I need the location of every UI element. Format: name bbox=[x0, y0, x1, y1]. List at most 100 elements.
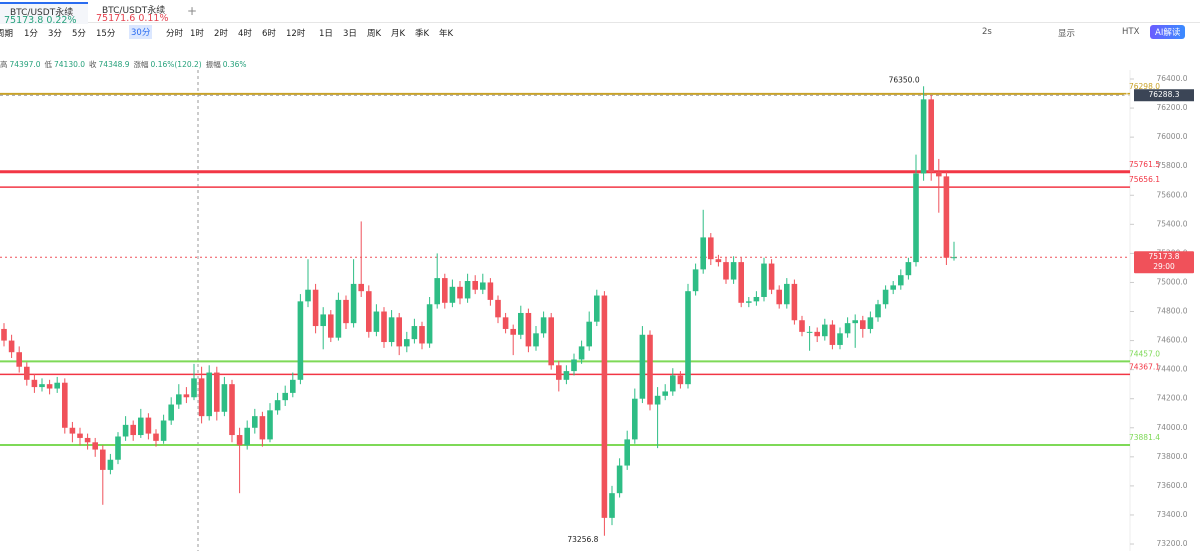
candle-body bbox=[404, 339, 410, 347]
candle-body bbox=[31, 379, 38, 388]
candle-body bbox=[860, 320, 866, 329]
candle-body bbox=[837, 333, 843, 345]
interval[interactable]: 分时 bbox=[166, 29, 184, 39]
high-note: 76350.0 bbox=[889, 75, 920, 84]
y-tick-label: 74200.0 bbox=[1156, 394, 1187, 403]
toolbar: 周期 1分 3分 5分 15分 30分 分时 1时 2时 4时 6时 12时 1日 3日 周K 月K 季K 年K 2… bbox=[0, 22, 1200, 42]
candle-body bbox=[160, 420, 167, 441]
candle-body bbox=[176, 394, 182, 405]
y-tick-label: 75400.0 bbox=[1156, 219, 1187, 228]
candle-body bbox=[252, 416, 258, 428]
info-value: 74348.9 bbox=[98, 60, 130, 69]
candle-body bbox=[510, 328, 516, 335]
info-label: 振幅 bbox=[205, 60, 221, 69]
candle-body bbox=[913, 173, 919, 263]
candle-body bbox=[761, 263, 767, 297]
interval[interactable]: 4时 bbox=[238, 29, 252, 39]
interval[interactable]: 年K bbox=[439, 29, 454, 39]
candle-body bbox=[700, 237, 706, 270]
tab[interactable]: BTC/USDT永续 75173.8 0.22% bbox=[0, 2, 88, 26]
interval[interactable]: 1时 bbox=[190, 29, 204, 39]
toolbar-item[interactable]: 2s bbox=[982, 27, 992, 37]
candle-body bbox=[616, 465, 623, 494]
candle-body bbox=[525, 312, 532, 347]
candle-body bbox=[312, 289, 319, 327]
candle-body bbox=[122, 424, 129, 437]
candle-body bbox=[259, 416, 266, 440]
y-tick-label: 73200.0 bbox=[1156, 539, 1187, 548]
candle-body bbox=[768, 263, 775, 290]
candle-body bbox=[943, 176, 950, 258]
candle-body bbox=[654, 395, 661, 405]
candle-body bbox=[753, 296, 760, 302]
candle-body bbox=[898, 275, 904, 286]
interval[interactable]: 3分 bbox=[48, 29, 62, 39]
current-price-label: 75173.8 bbox=[1148, 252, 1179, 261]
toolbar-item[interactable]: HTX bbox=[1122, 27, 1140, 37]
candle-body bbox=[495, 299, 501, 318]
candle-body bbox=[730, 262, 737, 280]
y-tick-label: 75000.0 bbox=[1156, 277, 1187, 286]
level-label: 76298.0 bbox=[1129, 82, 1160, 91]
interval[interactable]: 5分 bbox=[72, 29, 86, 39]
tab-price: 75171.6 0.11% bbox=[96, 13, 169, 24]
candle-body bbox=[814, 331, 820, 337]
y-tick-label: 75800.0 bbox=[1156, 161, 1187, 170]
candle-body bbox=[480, 282, 486, 290]
interval[interactable]: 12时 bbox=[286, 29, 306, 39]
info-value: 74397.0 bbox=[9, 60, 41, 69]
candle-body bbox=[746, 301, 752, 303]
candle-body bbox=[586, 321, 592, 347]
candle-body bbox=[335, 299, 342, 338]
candle-body bbox=[92, 442, 98, 450]
candle-body bbox=[221, 384, 228, 412]
candle-body bbox=[46, 384, 53, 389]
interval[interactable]: 月K bbox=[391, 29, 406, 39]
candle-body bbox=[236, 435, 243, 446]
candle-body bbox=[928, 99, 934, 173]
candle-body bbox=[738, 262, 744, 303]
candle-body bbox=[366, 291, 372, 332]
add-tab[interactable]: + bbox=[187, 4, 198, 18]
candle-body bbox=[791, 283, 798, 321]
y-tick-label: 76200.0 bbox=[1156, 103, 1187, 112]
candle-body bbox=[472, 281, 478, 290]
interval[interactable]: 3日 bbox=[343, 29, 357, 39]
tab-name: BTC/USDT永续 bbox=[102, 6, 166, 16]
candle-body bbox=[951, 257, 957, 259]
candle-body bbox=[16, 352, 22, 367]
candle-body bbox=[305, 289, 311, 302]
candle-body bbox=[69, 427, 76, 434]
y-tick-label: 76000.0 bbox=[1156, 132, 1187, 141]
candle-body bbox=[487, 282, 494, 300]
interval[interactable]: 15分 bbox=[96, 29, 116, 39]
candle-body bbox=[540, 317, 547, 334]
candle-body bbox=[138, 417, 144, 436]
ai-button[interactable]: AI解读 bbox=[1150, 25, 1186, 39]
interval[interactable]: 周K bbox=[367, 29, 382, 39]
y-tick-label: 73400.0 bbox=[1156, 510, 1187, 519]
candle-body bbox=[411, 326, 418, 340]
info-label: 高 bbox=[0, 60, 8, 69]
candle-body bbox=[624, 439, 630, 466]
interval[interactable]: 1日 bbox=[319, 29, 333, 39]
interval[interactable]: 1分 bbox=[24, 29, 38, 39]
tab[interactable]: BTC/USDT永续 75171.6 0.11% bbox=[92, 2, 180, 24]
candle-body bbox=[905, 262, 912, 276]
low-note: 73256.8 bbox=[567, 535, 598, 544]
info-label: 涨幅 bbox=[133, 60, 149, 69]
toolbar-item[interactable]: 显示 bbox=[1058, 29, 1076, 39]
y-tick-label: 74000.0 bbox=[1156, 423, 1187, 432]
interval[interactable]: 6时 bbox=[262, 29, 276, 39]
chart: 73200.0 73400.0 73600.0 73800.0 74000.0 74200… bbox=[0, 70, 1194, 551]
crosshair-box bbox=[1134, 89, 1194, 102]
candle-body bbox=[39, 384, 45, 388]
interval[interactable]: 30分 bbox=[129, 25, 153, 39]
y-tick-label: 74800.0 bbox=[1156, 307, 1187, 316]
interval[interactable]: 2时 bbox=[214, 29, 228, 39]
candle-body bbox=[244, 427, 250, 446]
candle-body bbox=[852, 320, 858, 324]
candle-body bbox=[297, 301, 304, 380]
interval[interactable]: 季K bbox=[415, 29, 430, 39]
candle-body bbox=[130, 424, 136, 436]
